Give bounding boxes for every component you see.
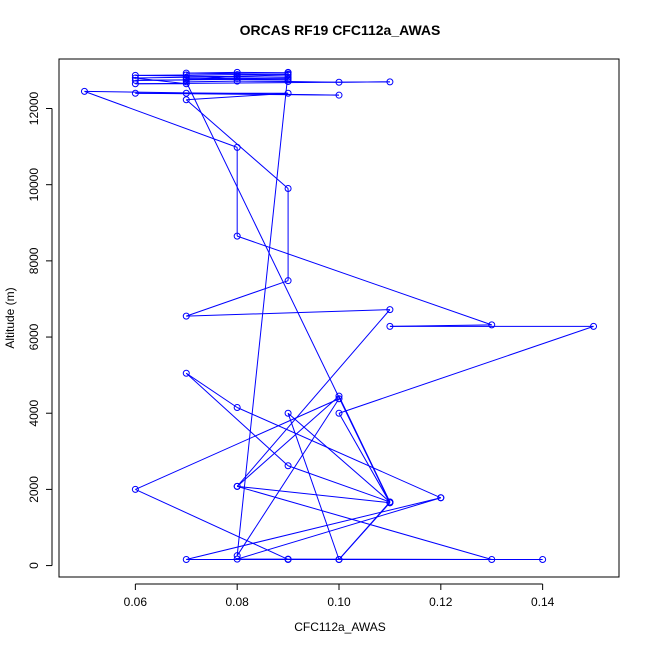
plot-frame: [58, 58, 620, 578]
data-point: [182, 555, 190, 563]
y-tick-label: 2000: [27, 476, 41, 503]
series-segment: [135, 76, 187, 79]
x-tick-label: 0.12: [429, 595, 453, 609]
chart-title: ORCAS RF19 CFC112a_AWAS: [240, 22, 441, 38]
x-axis: 0.06 0.08 0.10 0.12 0.14: [124, 583, 555, 609]
data-point: [284, 89, 292, 97]
data-point: [182, 78, 190, 86]
series-segment: [186, 280, 289, 317]
data-point: [233, 555, 241, 563]
series-segment: [186, 71, 238, 74]
series-segment: [237, 485, 492, 560]
series-lines: [84, 71, 594, 560]
data-point: [131, 76, 139, 84]
data-point: [131, 74, 139, 82]
y-tick-label: 10000: [27, 168, 41, 202]
y-axis-label: Altitude (m): [3, 287, 17, 348]
series-segment: [236, 72, 289, 556]
data-point: [233, 72, 241, 80]
data-point: [131, 71, 139, 79]
data-point: [386, 78, 394, 86]
series-segment: [338, 412, 391, 503]
series-segment: [186, 80, 238, 83]
series-segment: [185, 81, 391, 503]
series-segment: [135, 398, 340, 490]
data-point: [335, 78, 343, 86]
data-point: [233, 143, 241, 151]
data-point: [488, 555, 496, 563]
series-segment: [287, 412, 391, 503]
data-point: [233, 232, 241, 240]
series-segment: [135, 488, 289, 560]
x-tick-label: 0.14: [531, 595, 555, 609]
series-segment: [237, 497, 441, 560]
y-tick-label: 12000: [27, 92, 41, 126]
data-point: [284, 409, 292, 417]
series-segment: [186, 309, 390, 317]
y-tick-label: 0: [27, 562, 41, 569]
series-segment: [237, 485, 390, 504]
series-segment: [236, 398, 340, 556]
series-segment: [186, 92, 289, 101]
data-point: [386, 322, 394, 330]
x-tick-label: 0.10: [327, 595, 351, 609]
x-axis-label: CFC112a_AWAS: [294, 620, 386, 634]
series-segment: [389, 324, 492, 327]
series-segment: [236, 395, 340, 487]
series-segment: [287, 465, 391, 503]
data-point: [590, 322, 598, 330]
data-point: [80, 87, 88, 95]
data-point: [182, 369, 190, 377]
data-point: [284, 76, 292, 84]
data-point: [182, 75, 190, 83]
series-segment: [186, 497, 441, 560]
data-point: [233, 404, 241, 412]
series-segment: [237, 74, 289, 77]
data-point: [284, 185, 292, 192]
data-point: [233, 552, 241, 560]
data-point: [131, 89, 139, 97]
data-point: [284, 68, 292, 76]
x-tick-label: 0.06: [124, 595, 148, 609]
y-axis: 0 2000 4000 6000 8000 10000 12000: [27, 92, 53, 569]
series-segment: [237, 235, 492, 326]
series-segment: [236, 309, 391, 487]
data-point: [335, 91, 343, 99]
series-segment: [135, 77, 187, 85]
data-point: [437, 494, 445, 502]
data-point: [182, 71, 190, 79]
series-segment: [287, 413, 340, 560]
data-point: [233, 74, 241, 82]
data-point: [131, 485, 139, 493]
series-points: [80, 68, 598, 563]
x-tick-label: 0.08: [226, 595, 250, 609]
series-segment: [135, 74, 289, 78]
data-point: [182, 96, 190, 104]
series-segment: [236, 407, 442, 499]
y-tick-label: 8000: [27, 247, 41, 274]
data-point: [488, 321, 496, 329]
data-point: [335, 392, 343, 400]
data-point: [539, 555, 547, 563]
y-tick-label: 6000: [27, 323, 41, 350]
y-tick-label: 4000: [27, 400, 41, 427]
series-segment: [185, 372, 289, 467]
data-point: [284, 462, 292, 470]
data-point: [335, 395, 343, 403]
data-point: [386, 306, 394, 314]
data-point: [182, 312, 190, 320]
data-point: [335, 409, 343, 417]
data-point: [335, 555, 343, 563]
data-point: [284, 555, 292, 563]
data-point: [386, 498, 394, 506]
series-segment: [338, 325, 594, 414]
data-point: [284, 71, 292, 79]
data-point: [233, 482, 241, 490]
data-point: [284, 277, 292, 285]
series-segment: [338, 501, 391, 560]
series-segment: [84, 90, 238, 148]
series-segment: [185, 372, 238, 408]
